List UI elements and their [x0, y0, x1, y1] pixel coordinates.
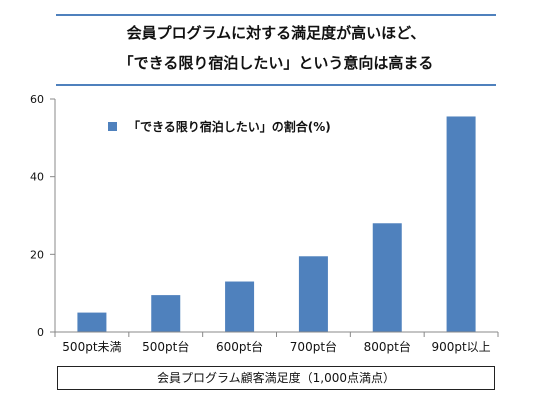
legend-swatch: [108, 122, 117, 131]
bar-6: [446, 116, 476, 332]
chart-title-line-1: 会員プログラムに対する満足度が高いほど、: [126, 24, 426, 42]
x-tick-label: 800pt台: [364, 339, 411, 354]
legend-label: 「できる限り宿泊したい」の割合(%): [128, 119, 331, 134]
chart-title-line-2: 「できる限り宿泊したい」という意向は高まる: [118, 54, 434, 72]
chart-title-block: 会員プログラムに対する満足度が高いほど、 「できる限り宿泊したい」という意向は高…: [56, 14, 496, 86]
title-bottom-rule: [56, 84, 496, 86]
bar-3: [225, 281, 255, 332]
x-tick-label: 700pt台: [290, 339, 337, 354]
x-tick-label: 900pt以上: [431, 340, 490, 354]
bar-1: [77, 312, 107, 332]
title-top-rule: [56, 14, 496, 16]
bar-2: [151, 295, 181, 332]
x-tick-label: 500pt未満: [62, 340, 121, 354]
bar-5: [372, 223, 402, 332]
x-tick-label: 500pt台: [142, 339, 189, 354]
bar-4: [298, 256, 328, 332]
y-tick-label: 60: [30, 93, 44, 106]
y-tick-label: 20: [30, 248, 44, 261]
y-tick-label: 40: [30, 171, 44, 184]
y-tick-label: 0: [37, 326, 44, 339]
x-axis-label: 会員プログラム顧客満足度（1,000点満点）: [57, 366, 495, 390]
x-tick-label: 600pt台: [216, 339, 263, 354]
